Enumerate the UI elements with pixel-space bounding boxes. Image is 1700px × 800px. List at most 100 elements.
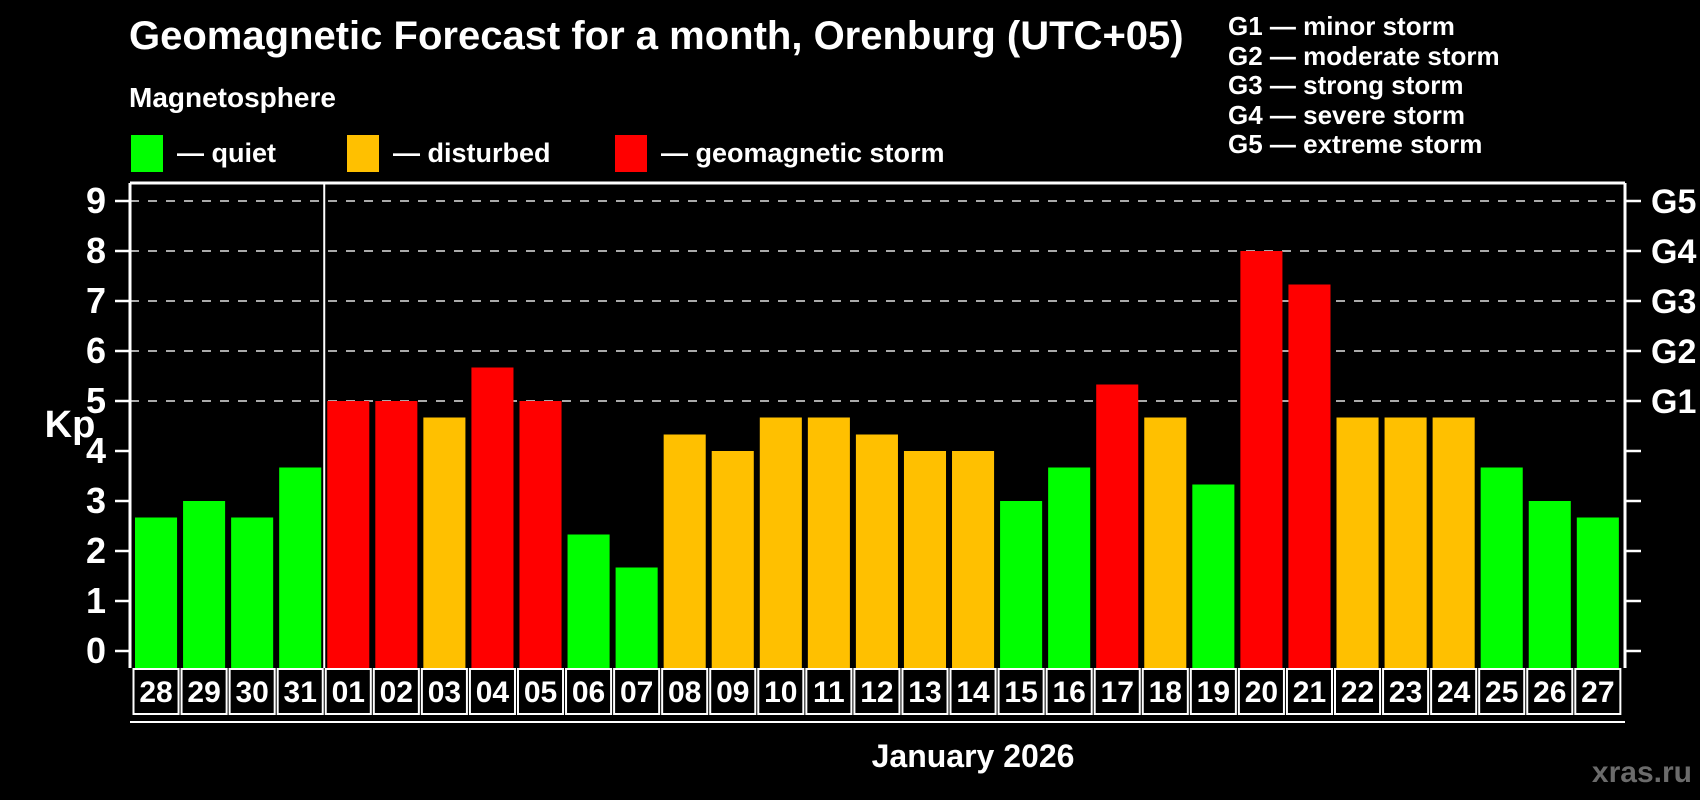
- day-label-11: 11: [813, 676, 845, 709]
- kp-bar-day-17: [1096, 384, 1139, 668]
- kp-bar-day-20: [1240, 251, 1283, 668]
- kp-bar-day-31: [279, 467, 322, 668]
- day-label-12: 12: [860, 676, 893, 709]
- kp-bar-day-19: [1192, 484, 1235, 668]
- day-label-box-17: [1093, 668, 1141, 715]
- day-label-box-22: [1334, 668, 1382, 715]
- day-label-box-01: [324, 668, 372, 715]
- legend-label-disturbed: — disturbed: [393, 138, 551, 168]
- day-label-20: 20: [1245, 676, 1278, 709]
- kp-bar-day-26: [1528, 501, 1571, 668]
- day-label-box-24: [1430, 668, 1478, 715]
- chart-subtitle: Magnetosphere: [129, 82, 336, 113]
- day-label-box-09: [709, 668, 757, 715]
- g-axis-label-G1: G1: [1651, 383, 1696, 421]
- g4-legend-line: G4 — severe storm: [1228, 99, 1466, 130]
- page-title: Geomagnetic Forecast for a month, Orenbu…: [129, 14, 1184, 58]
- kp-bar-day-08: [663, 434, 706, 668]
- y-tick-label-9: 9: [86, 180, 106, 221]
- g-axis-label-G2: G2: [1651, 333, 1696, 371]
- day-label-23: 23: [1389, 676, 1422, 709]
- legend-swatch-storm: [615, 135, 647, 177]
- day-label-27: 27: [1581, 676, 1614, 709]
- day-label-14: 14: [956, 676, 990, 709]
- day-label-box-21: [1285, 668, 1333, 715]
- legend-swatch-disturbed: [347, 135, 379, 177]
- legend-label-storm: — geomagnetic storm: [661, 138, 945, 168]
- day-label-box-29: [180, 668, 228, 715]
- y-tick-label-8: 8: [86, 230, 106, 271]
- kp-bar-day-02: [375, 401, 418, 668]
- day-label-box-06: [565, 668, 613, 715]
- day-label-04: 04: [476, 676, 510, 709]
- day-label-box-08: [661, 668, 709, 715]
- day-label-box-30: [228, 668, 276, 715]
- y-tick-label-2: 2: [86, 530, 106, 571]
- day-label-box-10: [757, 668, 805, 715]
- legend-swatch-quiet: [131, 135, 163, 177]
- g1-legend-line: G1 — minor storm: [1228, 11, 1455, 41]
- day-label-26: 26: [1533, 676, 1566, 709]
- kp-bar-day-06: [567, 534, 610, 668]
- kp-bar-day-07: [615, 567, 658, 668]
- month-label: January 2026: [871, 738, 1075, 774]
- watermark: xras.ru: [1591, 756, 1692, 789]
- kp-bar-day-01: [327, 401, 370, 668]
- day-label-17: 17: [1101, 676, 1134, 709]
- kp-bar-day-25: [1480, 467, 1523, 668]
- day-label-box-05: [516, 668, 565, 715]
- y-tick-label-6: 6: [86, 330, 106, 371]
- day-label-22: 22: [1341, 676, 1374, 709]
- g-axis-label-G4: G4: [1651, 233, 1696, 271]
- kp-bar-day-30: [231, 517, 274, 668]
- day-label-box-14: [949, 668, 997, 715]
- day-label-25: 25: [1485, 676, 1518, 709]
- day-label-box-23: [1382, 668, 1430, 715]
- g2-legend-line: G2 — moderate storm: [1228, 40, 1500, 71]
- y-axis-label: Kp: [44, 404, 96, 446]
- kp-bar-day-21: [1288, 284, 1331, 668]
- y-tick-label-1: 1: [86, 580, 106, 621]
- kp-bar-day-04: [471, 367, 514, 668]
- y-tick-label-0: 0: [86, 630, 106, 671]
- day-label-box-20: [1237, 668, 1285, 715]
- kp-bar-day-15: [1000, 501, 1043, 668]
- day-label-29: 29: [187, 676, 220, 709]
- g-axis-label-G5: G5: [1651, 183, 1696, 221]
- day-label-box-15: [997, 668, 1045, 715]
- day-label-13: 13: [908, 676, 941, 709]
- day-label-10: 10: [764, 676, 797, 709]
- day-label-16: 16: [1052, 676, 1085, 709]
- kp-bar-day-12: [855, 434, 898, 668]
- kp-bar-day-11: [807, 417, 850, 668]
- day-label-box-12: [853, 668, 901, 715]
- day-label-02: 02: [380, 676, 413, 709]
- day-label-box-27: [1574, 668, 1622, 715]
- kp-bar-day-28: [135, 517, 178, 668]
- day-label-30: 30: [235, 676, 268, 709]
- day-label-24: 24: [1437, 676, 1471, 709]
- kp-bar-day-23: [1384, 417, 1427, 668]
- kp-bar-day-14: [952, 451, 995, 668]
- day-label-box-19: [1189, 668, 1237, 715]
- day-label-box-04: [468, 668, 516, 715]
- kp-bar-day-18: [1144, 417, 1187, 668]
- kp-bar-day-05: [519, 401, 562, 668]
- kp-bar-day-29: [183, 501, 226, 668]
- y-tick-label-3: 3: [86, 480, 106, 521]
- disturbed-color-swatch: [347, 135, 379, 172]
- storm-color-swatch: [615, 135, 647, 172]
- day-label-08: 08: [668, 676, 701, 709]
- g3-legend-line: G3 — strong storm: [1228, 70, 1464, 100]
- day-label-31: 31: [284, 676, 317, 709]
- day-label-box-25: [1478, 668, 1526, 715]
- kp-bar-day-09: [711, 451, 754, 668]
- day-label-box-31: [276, 668, 324, 715]
- day-label-box-13: [901, 668, 949, 715]
- kp-bar-day-10: [759, 417, 802, 668]
- day-label-15: 15: [1004, 676, 1037, 709]
- day-label-09: 09: [716, 676, 749, 709]
- day-label-box-11: [805, 668, 853, 715]
- day-label-06: 06: [572, 676, 605, 709]
